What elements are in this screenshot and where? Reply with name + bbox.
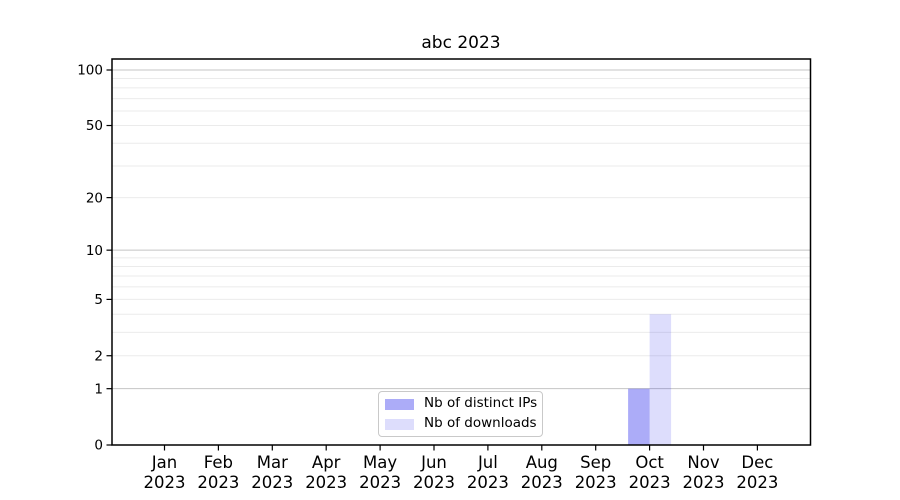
legend-label-distinct-ips: Nb of distinct IPs	[424, 395, 538, 412]
x-tick-label-month: Jul	[477, 453, 498, 472]
x-tick-label-month: Jun	[420, 453, 447, 472]
y-tick-label: 0	[94, 438, 103, 454]
x-tick-label-year: 2023	[629, 473, 671, 492]
x-tick-label-year: 2023	[736, 473, 778, 492]
legend-label-downloads: Nb of downloads	[424, 415, 537, 432]
x-tick-label-year: 2023	[144, 473, 186, 492]
x-tick-label-year: 2023	[251, 473, 293, 492]
x-tick-label-month: Feb	[204, 453, 233, 472]
x-tick-label-month: May	[363, 453, 397, 472]
legend: Nb of distinct IPs Nb of downloads	[378, 391, 543, 437]
x-tick-label-month: Oct	[635, 453, 664, 472]
legend-item-downloads: Nb of downloads	[385, 416, 542, 433]
chart-title: abc 2023	[421, 33, 501, 53]
x-tick-label-year: 2023	[413, 473, 455, 492]
x-tick-label-month: Nov	[687, 453, 719, 472]
legend-item-distinct-ips: Nb of distinct IPs	[385, 396, 542, 413]
x-tick-label-month: Dec	[741, 453, 773, 472]
downloads-color-swatch-icon	[385, 418, 414, 430]
x-tick-label-year: 2023	[359, 473, 401, 492]
bar-downloads	[649, 314, 672, 445]
x-tick-label-year: 2023	[521, 473, 563, 492]
plot-border	[111, 58, 812, 446]
x-tick-label-month: Jan	[151, 453, 177, 472]
x-tick-label-year: 2023	[305, 473, 347, 492]
y-tick-label: 5	[94, 292, 103, 308]
x-tick-label-month: Aug	[526, 453, 558, 472]
distinct-ips-color-swatch-icon	[385, 398, 414, 410]
y-tick-label: 10	[86, 243, 103, 259]
x-tick-label-year: 2023	[575, 473, 617, 492]
x-tick-label-year: 2023	[467, 473, 509, 492]
x-tick-label-month: Sep	[580, 453, 611, 472]
x-tick-label-year: 2023	[197, 473, 239, 492]
y-tick-label: 20	[86, 190, 103, 206]
y-tick-label: 100	[77, 63, 103, 79]
x-tick-label-month: Apr	[312, 453, 341, 472]
y-tick-label: 1	[94, 381, 103, 397]
y-tick-label: 50	[86, 118, 103, 134]
bar-distinct-ips	[628, 388, 650, 445]
x-tick-label-month: Mar	[257, 453, 288, 472]
y-tick-label: 2	[94, 348, 103, 364]
x-tick-label-year: 2023	[683, 473, 725, 492]
